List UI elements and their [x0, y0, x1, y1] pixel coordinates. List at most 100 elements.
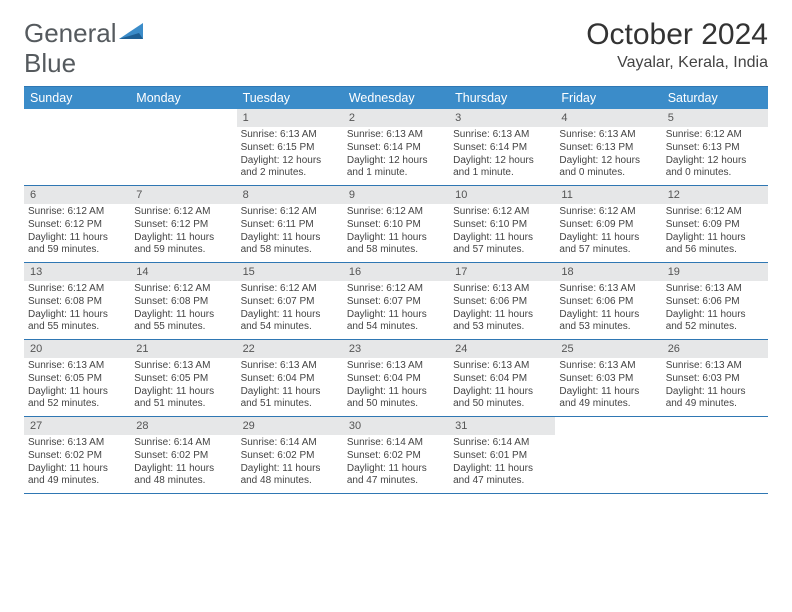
sunset-text: Sunset: 6:05 PM	[28, 373, 126, 386]
day-info: Sunrise: 6:13 AMSunset: 6:05 PMDaylight:…	[130, 358, 236, 415]
sunrise-text: Sunrise: 6:12 AM	[666, 129, 764, 142]
date-number: 17	[449, 263, 555, 281]
daylight-text: Daylight: 11 hours and 47 minutes.	[347, 463, 445, 489]
daylight-text: Daylight: 11 hours and 53 minutes.	[453, 309, 551, 335]
day-info: Sunrise: 6:12 AMSunset: 6:07 PMDaylight:…	[343, 281, 449, 338]
sunrise-text: Sunrise: 6:13 AM	[347, 360, 445, 373]
sunset-text: Sunset: 6:06 PM	[453, 296, 551, 309]
day-info: Sunrise: 6:13 AMSunset: 6:02 PMDaylight:…	[24, 435, 130, 492]
sunrise-text: Sunrise: 6:12 AM	[28, 206, 126, 219]
sunset-text: Sunset: 6:11 PM	[241, 219, 339, 232]
daylight-text: Daylight: 12 hours and 1 minute.	[453, 155, 551, 181]
sunrise-text: Sunrise: 6:13 AM	[134, 360, 232, 373]
sunrise-text: Sunrise: 6:12 AM	[134, 283, 232, 296]
empty-cell: .	[130, 109, 236, 185]
daylight-text: Daylight: 11 hours and 57 minutes.	[559, 232, 657, 258]
date-number: 31	[449, 417, 555, 435]
daylight-text: Daylight: 11 hours and 56 minutes.	[666, 232, 764, 258]
daylight-text: Daylight: 11 hours and 55 minutes.	[134, 309, 232, 335]
sunset-text: Sunset: 6:02 PM	[134, 450, 232, 463]
date-number: 8	[237, 186, 343, 204]
sunrise-text: Sunrise: 6:12 AM	[241, 206, 339, 219]
date-number: 21	[130, 340, 236, 358]
date-number: 2	[343, 109, 449, 127]
date-number: 19	[662, 263, 768, 281]
title-block: October 2024 Vayalar, Kerala, India	[586, 18, 768, 72]
sunset-text: Sunset: 6:13 PM	[666, 142, 764, 155]
date-number: 10	[449, 186, 555, 204]
day-cell: 15Sunrise: 6:12 AMSunset: 6:07 PMDayligh…	[237, 263, 343, 339]
sunset-text: Sunset: 6:10 PM	[347, 219, 445, 232]
sunset-text: Sunset: 6:07 PM	[347, 296, 445, 309]
day-info: Sunrise: 6:14 AMSunset: 6:02 PMDaylight:…	[343, 435, 449, 492]
day-cell: 17Sunrise: 6:13 AMSunset: 6:06 PMDayligh…	[449, 263, 555, 339]
sunset-text: Sunset: 6:04 PM	[347, 373, 445, 386]
daylight-text: Daylight: 11 hours and 58 minutes.	[347, 232, 445, 258]
day-cell: 30Sunrise: 6:14 AMSunset: 6:02 PMDayligh…	[343, 417, 449, 493]
day-cell: 28Sunrise: 6:14 AMSunset: 6:02 PMDayligh…	[130, 417, 236, 493]
date-number: 16	[343, 263, 449, 281]
day-cell: 24Sunrise: 6:13 AMSunset: 6:04 PMDayligh…	[449, 340, 555, 416]
daylight-text: Daylight: 11 hours and 49 minutes.	[28, 463, 126, 489]
day-info: Sunrise: 6:12 AMSunset: 6:13 PMDaylight:…	[662, 127, 768, 184]
date-number: 25	[555, 340, 661, 358]
sunrise-text: Sunrise: 6:13 AM	[453, 129, 551, 142]
daylight-text: Daylight: 12 hours and 2 minutes.	[241, 155, 339, 181]
day-cell: 4Sunrise: 6:13 AMSunset: 6:13 PMDaylight…	[555, 109, 661, 185]
week-row: 20Sunrise: 6:13 AMSunset: 6:05 PMDayligh…	[24, 340, 768, 417]
daylight-text: Daylight: 11 hours and 59 minutes.	[134, 232, 232, 258]
daylight-text: Daylight: 11 hours and 59 minutes.	[28, 232, 126, 258]
day-info: Sunrise: 6:13 AMSunset: 6:06 PMDaylight:…	[555, 281, 661, 338]
day-cell: 13Sunrise: 6:12 AMSunset: 6:08 PMDayligh…	[24, 263, 130, 339]
day-info: Sunrise: 6:12 AMSunset: 6:10 PMDaylight:…	[343, 204, 449, 261]
sunrise-text: Sunrise: 6:12 AM	[453, 206, 551, 219]
daylight-text: Daylight: 11 hours and 47 minutes.	[453, 463, 551, 489]
day-header-saturday: Saturday	[662, 87, 768, 109]
week-row: 27Sunrise: 6:13 AMSunset: 6:02 PMDayligh…	[24, 417, 768, 494]
day-cell: 1Sunrise: 6:13 AMSunset: 6:15 PMDaylight…	[237, 109, 343, 185]
sunrise-text: Sunrise: 6:13 AM	[28, 360, 126, 373]
day-header-thursday: Thursday	[449, 87, 555, 109]
sunset-text: Sunset: 6:08 PM	[134, 296, 232, 309]
day-info: Sunrise: 6:13 AMSunset: 6:14 PMDaylight:…	[343, 127, 449, 184]
day-info: Sunrise: 6:13 AMSunset: 6:03 PMDaylight:…	[662, 358, 768, 415]
day-header-friday: Friday	[555, 87, 661, 109]
day-cell: 14Sunrise: 6:12 AMSunset: 6:08 PMDayligh…	[130, 263, 236, 339]
logo: General	[24, 18, 149, 49]
day-info: Sunrise: 6:12 AMSunset: 6:11 PMDaylight:…	[237, 204, 343, 261]
sunset-text: Sunset: 6:04 PM	[241, 373, 339, 386]
day-info: Sunrise: 6:13 AMSunset: 6:06 PMDaylight:…	[662, 281, 768, 338]
day-cell: 27Sunrise: 6:13 AMSunset: 6:02 PMDayligh…	[24, 417, 130, 493]
date-number: 18	[555, 263, 661, 281]
day-cell: 7Sunrise: 6:12 AMSunset: 6:12 PMDaylight…	[130, 186, 236, 262]
sunset-text: Sunset: 6:05 PM	[134, 373, 232, 386]
daylight-text: Daylight: 11 hours and 55 minutes.	[28, 309, 126, 335]
sunrise-text: Sunrise: 6:13 AM	[559, 360, 657, 373]
day-info: Sunrise: 6:12 AMSunset: 6:10 PMDaylight:…	[449, 204, 555, 261]
day-cell: 18Sunrise: 6:13 AMSunset: 6:06 PMDayligh…	[555, 263, 661, 339]
day-info: Sunrise: 6:13 AMSunset: 6:13 PMDaylight:…	[555, 127, 661, 184]
day-info: Sunrise: 6:12 AMSunset: 6:07 PMDaylight:…	[237, 281, 343, 338]
sunrise-text: Sunrise: 6:13 AM	[453, 360, 551, 373]
sunset-text: Sunset: 6:12 PM	[134, 219, 232, 232]
date-number: 27	[24, 417, 130, 435]
sunrise-text: Sunrise: 6:12 AM	[347, 206, 445, 219]
sunrise-text: Sunrise: 6:14 AM	[241, 437, 339, 450]
daylight-text: Daylight: 11 hours and 51 minutes.	[241, 386, 339, 412]
date-number: 29	[237, 417, 343, 435]
sunset-text: Sunset: 6:13 PM	[559, 142, 657, 155]
day-info: Sunrise: 6:13 AMSunset: 6:06 PMDaylight:…	[449, 281, 555, 338]
day-cell: 5Sunrise: 6:12 AMSunset: 6:13 PMDaylight…	[662, 109, 768, 185]
day-cell: 26Sunrise: 6:13 AMSunset: 6:03 PMDayligh…	[662, 340, 768, 416]
week-row: ..1Sunrise: 6:13 AMSunset: 6:15 PMDaylig…	[24, 109, 768, 186]
sunset-text: Sunset: 6:12 PM	[28, 219, 126, 232]
sunset-text: Sunset: 6:10 PM	[453, 219, 551, 232]
day-cell: 20Sunrise: 6:13 AMSunset: 6:05 PMDayligh…	[24, 340, 130, 416]
day-cell: 9Sunrise: 6:12 AMSunset: 6:10 PMDaylight…	[343, 186, 449, 262]
sunrise-text: Sunrise: 6:12 AM	[666, 206, 764, 219]
sunset-text: Sunset: 6:03 PM	[559, 373, 657, 386]
sunset-text: Sunset: 6:03 PM	[666, 373, 764, 386]
day-cell: 16Sunrise: 6:12 AMSunset: 6:07 PMDayligh…	[343, 263, 449, 339]
day-info: Sunrise: 6:13 AMSunset: 6:14 PMDaylight:…	[449, 127, 555, 184]
day-info: Sunrise: 6:13 AMSunset: 6:04 PMDaylight:…	[237, 358, 343, 415]
